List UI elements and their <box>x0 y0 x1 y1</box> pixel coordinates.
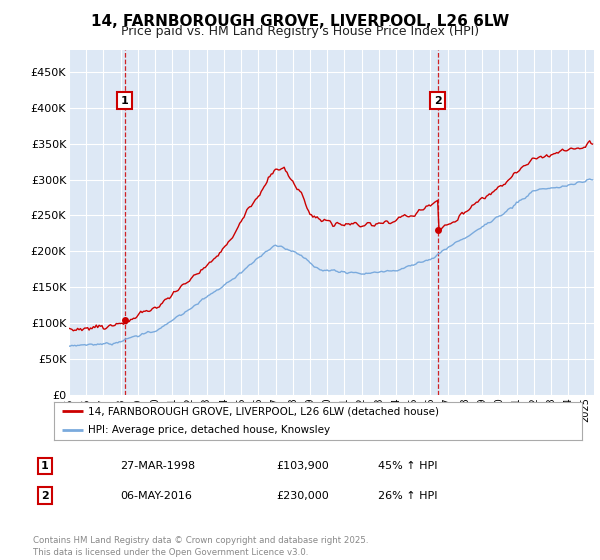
Text: 14, FARNBOROUGH GROVE, LIVERPOOL, L26 6LW (detached house): 14, FARNBOROUGH GROVE, LIVERPOOL, L26 6L… <box>88 406 439 416</box>
Text: £230,000: £230,000 <box>276 491 329 501</box>
Text: 06-MAY-2016: 06-MAY-2016 <box>120 491 192 501</box>
Text: Price paid vs. HM Land Registry's House Price Index (HPI): Price paid vs. HM Land Registry's House … <box>121 25 479 38</box>
Text: HPI: Average price, detached house, Knowsley: HPI: Average price, detached house, Know… <box>88 425 331 435</box>
Text: 14, FARNBOROUGH GROVE, LIVERPOOL, L26 6LW: 14, FARNBOROUGH GROVE, LIVERPOOL, L26 6L… <box>91 14 509 29</box>
Text: 2: 2 <box>434 96 442 106</box>
Text: 1: 1 <box>41 461 49 471</box>
Text: 26% ↑ HPI: 26% ↑ HPI <box>378 491 437 501</box>
Text: 1: 1 <box>121 96 128 106</box>
Text: Contains HM Land Registry data © Crown copyright and database right 2025.
This d: Contains HM Land Registry data © Crown c… <box>33 536 368 557</box>
Text: 45% ↑ HPI: 45% ↑ HPI <box>378 461 437 471</box>
Text: 2: 2 <box>41 491 49 501</box>
Text: £103,900: £103,900 <box>276 461 329 471</box>
Text: 27-MAR-1998: 27-MAR-1998 <box>120 461 195 471</box>
